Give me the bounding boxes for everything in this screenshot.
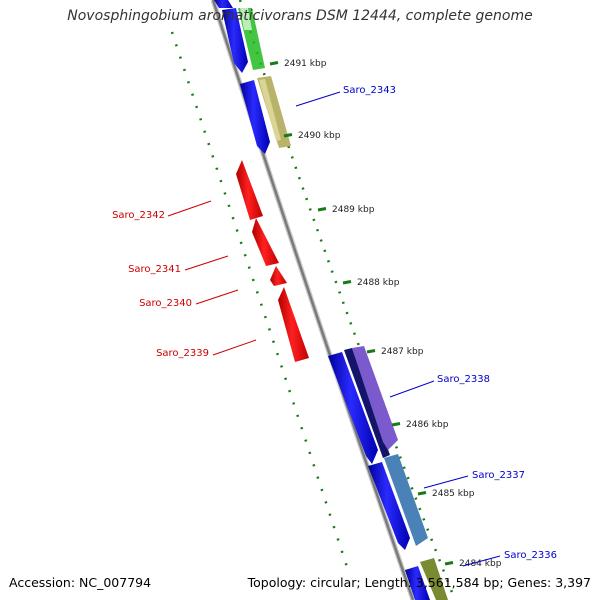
backbone xyxy=(210,0,416,600)
gene-label[interactable]: Saro_2337 xyxy=(472,470,525,481)
tick-label: 2488 kbp xyxy=(357,278,400,288)
forward-genes xyxy=(214,0,448,600)
gene-leader-line xyxy=(295,91,341,107)
gene-arrow-blue-top xyxy=(214,0,233,8)
gene-label[interactable]: Saro_2340 xyxy=(139,298,192,309)
gene-labels: Saro_2343 Saro_2342 Saro_2341 Saro_2340 Saro… xyxy=(112,85,557,567)
tick-label: 2487 kbp xyxy=(381,347,424,357)
gene-leader-line xyxy=(212,339,257,356)
gene-arrow-blue-d xyxy=(368,462,410,550)
gene-leader-line xyxy=(462,555,501,567)
tick-mark xyxy=(317,207,327,212)
tick-mark xyxy=(391,422,401,427)
gene-arrow-red-d xyxy=(278,287,309,362)
gene-leader-line xyxy=(389,380,435,398)
gene-arrow-red-c xyxy=(270,266,287,286)
gene-label[interactable]: Saro_2339 xyxy=(156,348,209,359)
gene-arrow-navy xyxy=(344,348,390,458)
gene-leader-line xyxy=(167,200,212,217)
reverse-genes xyxy=(236,160,309,362)
gene-arrow-blue-a xyxy=(222,8,248,73)
tick-mark xyxy=(366,349,376,354)
gene-arrow-red-a xyxy=(236,160,263,220)
gene-arrow-olive xyxy=(420,558,448,600)
tick-mark xyxy=(342,280,352,285)
gene-arrow-khaki-hi xyxy=(259,79,281,141)
inner-dotted-ring xyxy=(170,31,350,571)
tick-mark xyxy=(269,61,279,66)
tick-mark xyxy=(283,133,293,138)
gene-label[interactable]: Saro_2338 xyxy=(437,374,490,385)
gene-arrow-purple xyxy=(352,346,398,450)
tick-marks xyxy=(269,61,454,566)
gene-label[interactable]: Saro_2341 xyxy=(128,264,181,275)
topology-summary: Topology: circular; Length: 3,561,584 bp… xyxy=(247,575,591,590)
accession-text: Accession: NC_007794 xyxy=(9,575,152,590)
gene-leader-line xyxy=(184,255,229,271)
tick-label: 2486 kbp xyxy=(406,420,449,430)
tick-mark xyxy=(417,491,427,496)
tick-labels: 2491 kbp 2490 kbp 2489 kbp 2488 kbp 2487 kbp… xyxy=(284,59,502,569)
gene-leader-line xyxy=(195,289,239,305)
tick-mark xyxy=(444,561,454,566)
tick-label: 2491 kbp xyxy=(284,59,327,69)
gene-arrow-blue-e xyxy=(405,566,430,600)
gene-label[interactable]: Saro_2343 xyxy=(343,85,396,96)
gene-arrow-blue-c xyxy=(328,352,378,464)
tick-label: 2489 kbp xyxy=(332,205,375,215)
genome-title: Novosphingobium aromaticivorans DSM 1244… xyxy=(67,8,533,24)
tick-label: 2485 kbp xyxy=(432,489,475,499)
gene-arrow-pale-green xyxy=(240,8,252,30)
gene-label[interactable]: Saro_2336 xyxy=(504,550,557,561)
gene-arrow-red-b xyxy=(252,218,279,266)
tick-label: 2484 kbp xyxy=(459,559,502,569)
tick-label: 2490 kbp xyxy=(298,131,341,141)
gene-arrow-steel xyxy=(384,454,428,546)
gene-label[interactable]: Saro_2342 xyxy=(112,210,165,221)
gene-leader-line xyxy=(423,475,469,489)
gene-arrow-blue-b xyxy=(240,80,270,154)
